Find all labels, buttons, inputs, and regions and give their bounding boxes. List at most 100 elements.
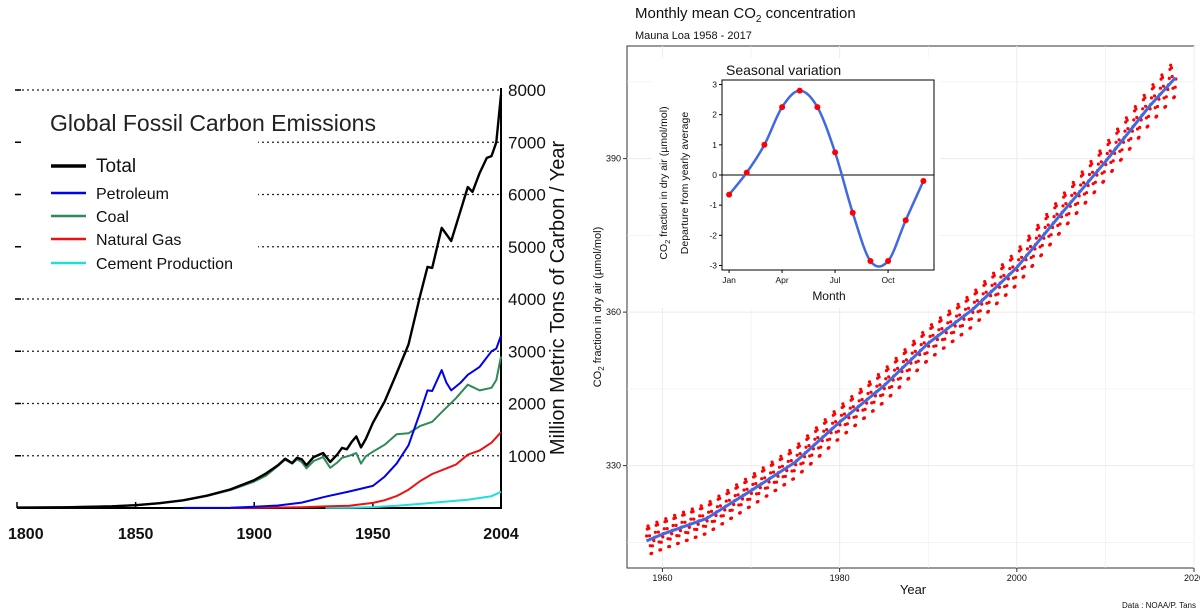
co2-data-point bbox=[875, 384, 879, 388]
left-x-tick-label: 2004 bbox=[483, 526, 519, 543]
co2-data-point bbox=[800, 469, 804, 473]
co2-data-point bbox=[893, 368, 897, 372]
co2-data-point bbox=[712, 519, 717, 523]
co2-data-point bbox=[872, 400, 876, 404]
co2-data-point bbox=[1123, 129, 1127, 133]
co2-data-point bbox=[1169, 63, 1173, 67]
co2-data-point bbox=[857, 399, 861, 403]
co2-data-point bbox=[1081, 172, 1085, 176]
co2-data-point bbox=[652, 539, 656, 543]
co2-data-point bbox=[718, 504, 723, 508]
co2-data-point bbox=[676, 541, 680, 545]
inset-tick-labels: 3 2 1 0 -1 -2 -3 Jan Apr Jul Oct bbox=[709, 80, 895, 285]
co2-data-point bbox=[806, 436, 810, 440]
co2-data-point bbox=[1054, 204, 1058, 208]
co2-data-point bbox=[901, 360, 906, 364]
co2-data-point bbox=[824, 420, 828, 424]
co2-data-point bbox=[1134, 107, 1138, 111]
left-tick-labels: 1000 2000 3000 4000 5000 6000 7000 8000 1800 1850… bbox=[8, 81, 546, 543]
co2-data-point bbox=[1072, 183, 1076, 187]
co2-data-point bbox=[671, 523, 675, 528]
co2-data-point bbox=[1087, 172, 1092, 177]
left-y-tick-label: 8000 bbox=[508, 81, 546, 100]
co2-data-point bbox=[940, 327, 944, 331]
co2-data-point bbox=[774, 480, 779, 484]
co2-data-point bbox=[664, 517, 668, 521]
co2-data-point bbox=[922, 341, 926, 345]
co2-data-point bbox=[890, 385, 894, 389]
co2-data-point bbox=[1010, 257, 1014, 261]
left-y-tick-label: 5000 bbox=[508, 238, 546, 257]
co2-data-point bbox=[969, 326, 973, 330]
co2-data-point bbox=[705, 519, 709, 523]
co2-data-point bbox=[655, 520, 659, 524]
co2-y-tick-label: 330 bbox=[606, 461, 621, 471]
co2-data-point bbox=[929, 323, 934, 327]
co2-data-point bbox=[1013, 284, 1017, 288]
left-series-line bbox=[16, 94, 503, 509]
co2-data-point bbox=[866, 391, 870, 396]
co2-data-point bbox=[682, 513, 686, 517]
left-x-tick-label: 1800 bbox=[8, 526, 44, 543]
co2-data-point bbox=[1090, 170, 1095, 174]
co2-data-point bbox=[978, 309, 982, 313]
co2-data-point bbox=[850, 395, 854, 399]
co2-data-point bbox=[868, 382, 872, 386]
co2-data-point bbox=[1164, 95, 1168, 99]
co2-data-point bbox=[680, 520, 684, 524]
co2-data-point bbox=[1133, 105, 1137, 109]
co2-data-point bbox=[916, 359, 920, 363]
inset-data-point bbox=[796, 87, 803, 94]
inset-data-point bbox=[867, 258, 874, 264]
co2-data-point bbox=[801, 461, 805, 465]
co2-data-point bbox=[1082, 181, 1086, 185]
co2-data-point bbox=[983, 282, 988, 286]
co2-data-point bbox=[822, 429, 826, 433]
co2-data-point bbox=[1152, 94, 1157, 98]
co2-data-point bbox=[992, 271, 996, 275]
co2-data-point bbox=[1028, 244, 1033, 249]
co2-data-point bbox=[1132, 118, 1136, 122]
co2-data-point bbox=[712, 527, 716, 531]
co2-data-point bbox=[965, 295, 969, 300]
co2-data-point bbox=[1022, 274, 1026, 278]
co2-data-point bbox=[707, 510, 711, 514]
co2-data-point bbox=[946, 321, 950, 325]
inset-y-tick-label: 1 bbox=[712, 140, 717, 150]
co2-data-point bbox=[1019, 247, 1023, 251]
co2-data-point bbox=[1105, 151, 1109, 156]
co2-data-point bbox=[1167, 76, 1171, 80]
co2-data-point bbox=[1057, 231, 1061, 235]
co2-data-point bbox=[1135, 115, 1139, 120]
co2-data-point bbox=[1161, 75, 1165, 80]
co2-data-point bbox=[792, 469, 796, 473]
co2-data-point bbox=[966, 298, 970, 302]
co2-x-tick-label: 2000 bbox=[1007, 573, 1027, 583]
co2-data-point bbox=[1143, 96, 1147, 100]
co2-data-point bbox=[1005, 284, 1009, 288]
co2-data-point bbox=[1040, 243, 1044, 247]
co2-data-point bbox=[1151, 83, 1155, 87]
co2-data-point bbox=[889, 393, 893, 397]
co2-data-point bbox=[1062, 191, 1066, 195]
co2-data-point bbox=[685, 538, 689, 542]
co2-data-point bbox=[687, 525, 692, 530]
co2-data-point bbox=[1128, 146, 1132, 150]
co2-data-point bbox=[842, 404, 846, 408]
co2-x-tick-label: 1960 bbox=[652, 573, 672, 583]
co2-data-point bbox=[972, 300, 977, 304]
co2-data-point bbox=[1039, 253, 1044, 257]
co2-data-point bbox=[721, 514, 725, 518]
inset-y-tick-label: -2 bbox=[709, 230, 717, 240]
co2-data-point bbox=[735, 485, 740, 489]
inset-gridlines bbox=[719, 84, 889, 273]
inset-y-axis-label-line2: Departure from yearly average bbox=[679, 112, 691, 255]
co2-data-point bbox=[850, 397, 855, 401]
co2-data-point bbox=[757, 491, 761, 496]
co2-data-point bbox=[956, 302, 960, 306]
co2-data-point bbox=[771, 462, 775, 467]
co2-data-point bbox=[924, 359, 929, 364]
co2-data-point bbox=[674, 523, 678, 528]
inset-x-tick-label: Apr bbox=[775, 275, 788, 285]
